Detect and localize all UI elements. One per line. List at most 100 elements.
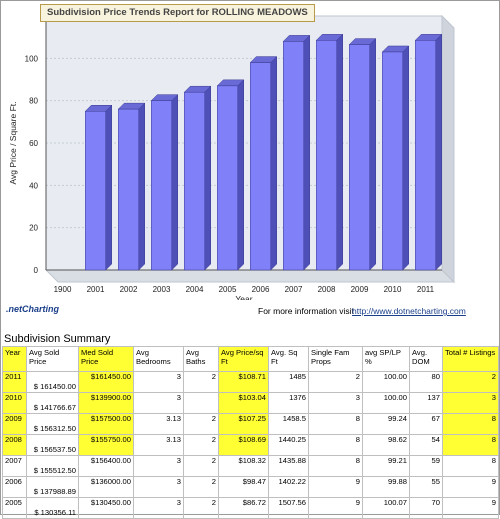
column-header: Single Fam Props — [308, 346, 363, 372]
table-cell: 99.24 — [362, 413, 410, 435]
table-cell: $ 130356.11 — [26, 497, 79, 519]
table-cell: 8 — [442, 413, 499, 435]
table-cell: 8 — [308, 455, 363, 477]
table-cell: $161450.00 — [78, 371, 134, 393]
plot-floor — [44, 269, 456, 283]
table-cell: 55 — [409, 476, 443, 498]
y-tick-label: 80 — [29, 97, 38, 106]
table-row: 2011 $ 161450.00 $161450.00 3 2 $108.71 1485 2 1… — [2, 371, 499, 393]
bar-side — [270, 55, 277, 271]
table-cell: 2005 — [2, 497, 27, 519]
bar-side — [303, 34, 310, 271]
bar-2005 — [217, 85, 238, 271]
x-tick-label: 1900 — [54, 285, 72, 294]
bar-2002 — [118, 108, 139, 271]
table-cell: 8 — [442, 434, 499, 456]
table-row: 2006 $ 137988.89 $136000.00 3 2 $98.47 1402.22… — [2, 476, 499, 498]
table-cell: 1440.25 — [268, 434, 309, 456]
table-cell: 2009 — [2, 413, 27, 435]
branding-bar: .netCharting For more information visit … — [0, 300, 500, 324]
column-header: Avg Price/sq Ft — [218, 346, 269, 372]
table-cell: 2010 — [2, 392, 27, 414]
bar-side — [336, 33, 343, 271]
bar-side — [402, 45, 409, 271]
x-tick-label: 2002 — [120, 285, 138, 294]
table-cell: 2 — [183, 476, 219, 498]
bar-side — [237, 79, 244, 271]
table-cell: 3 — [133, 371, 184, 393]
table-cell: 1458.5 — [268, 413, 309, 435]
table-cell: 67 — [409, 413, 443, 435]
table-cell: $157500.00 — [78, 413, 134, 435]
table-cell: $ 161450.00 — [26, 371, 79, 393]
dotnetcharting-logo: .netCharting — [6, 304, 59, 314]
table-cell: 9 — [308, 497, 363, 519]
summary-table: Year Avg Sold Price Med Sold Price Avg Bedr… — [2, 346, 499, 519]
x-tick-label: 2008 — [318, 285, 336, 294]
y-tick-label: 20 — [29, 224, 38, 233]
column-header: Avg. Sq Ft — [268, 346, 309, 372]
table-cell: $136000.00 — [78, 476, 134, 498]
table-cell: 2 — [442, 371, 499, 393]
x-tick-label: 2011 — [417, 285, 435, 294]
plot-side-wall — [441, 14, 455, 284]
column-header: avg SP/LP % — [362, 346, 410, 372]
table-cell: $108.71 — [218, 371, 269, 393]
bar-2004 — [184, 91, 205, 271]
bar-2011 — [415, 40, 436, 271]
table-cell: 1435.88 — [268, 455, 309, 477]
table-cell: 1485 — [268, 371, 309, 393]
table-cell: $ 141766.67 — [26, 392, 79, 414]
bar-side — [105, 104, 112, 271]
y-tick-label: 100 — [25, 54, 39, 63]
table-cell: 2 — [183, 455, 219, 477]
table-cell: 1376 — [268, 392, 309, 414]
x-tick-label: 2005 — [219, 285, 237, 294]
table-cell: 100.07 — [362, 497, 410, 519]
bar-2008 — [316, 40, 337, 271]
table-cell: 2011 — [2, 371, 27, 393]
bar-2003 — [151, 100, 172, 271]
table-cell: 8 — [308, 413, 363, 435]
dotnetcharting-link[interactable]: http://www.dotnetcharting.com — [352, 306, 466, 316]
table-row: 2007 $ 155512.50 $156400.00 3 2 $108.32 1435.8… — [2, 455, 499, 477]
table-cell: 3 — [442, 392, 499, 414]
table-cell: 2006 — [2, 476, 27, 498]
table-cell: $108.69 — [218, 434, 269, 456]
table-cell: 100.00 — [362, 392, 410, 414]
table-cell: 1402.22 — [268, 476, 309, 498]
table-cell: 3 — [133, 392, 184, 414]
table-cell: $155750.00 — [78, 434, 134, 456]
x-tick-label: 2010 — [384, 285, 402, 294]
x-tick-label: 2006 — [252, 285, 270, 294]
summary-header-row: Year Avg Sold Price Med Sold Price Avg Bedr… — [2, 346, 499, 372]
summary-title: Subdivision Summary — [4, 333, 111, 345]
column-header: Avg Baths — [183, 346, 219, 372]
bar-2001 — [85, 111, 106, 271]
table-cell — [183, 392, 219, 414]
bar-2006 — [250, 62, 271, 271]
x-tick-label: 2004 — [186, 285, 204, 294]
bar-2009 — [349, 44, 370, 271]
y-tick-label: 40 — [29, 181, 38, 190]
table-cell: 59 — [409, 455, 443, 477]
table-cell: 2007 — [2, 455, 27, 477]
info-text: For more information visit — [258, 306, 354, 316]
y-tick-label: 60 — [29, 139, 38, 148]
table-cell: 3.13 — [133, 434, 184, 456]
bar-side — [204, 85, 211, 271]
table-cell: 70 — [409, 497, 443, 519]
table-cell: $98.47 — [218, 476, 269, 498]
table-cell: 8 — [442, 455, 499, 477]
table-cell: 9 — [442, 476, 499, 498]
y-tick-label: 0 — [34, 266, 39, 275]
column-header: Avg Sold Price — [26, 346, 79, 372]
column-header: Avg. DOM — [409, 346, 443, 372]
table-cell: 9 — [442, 497, 499, 519]
table-cell: $ 156537.50 — [26, 434, 79, 456]
x-tick-label: 2001 — [87, 285, 105, 294]
price-trend-chart: 0 20 40 60 80 100 1900 2001 2002 2003 2004 2005 2006… — [8, 14, 456, 300]
column-header: Total # Listings — [442, 346, 499, 372]
table-cell: 2 — [183, 371, 219, 393]
table-cell: $103.04 — [218, 392, 269, 414]
